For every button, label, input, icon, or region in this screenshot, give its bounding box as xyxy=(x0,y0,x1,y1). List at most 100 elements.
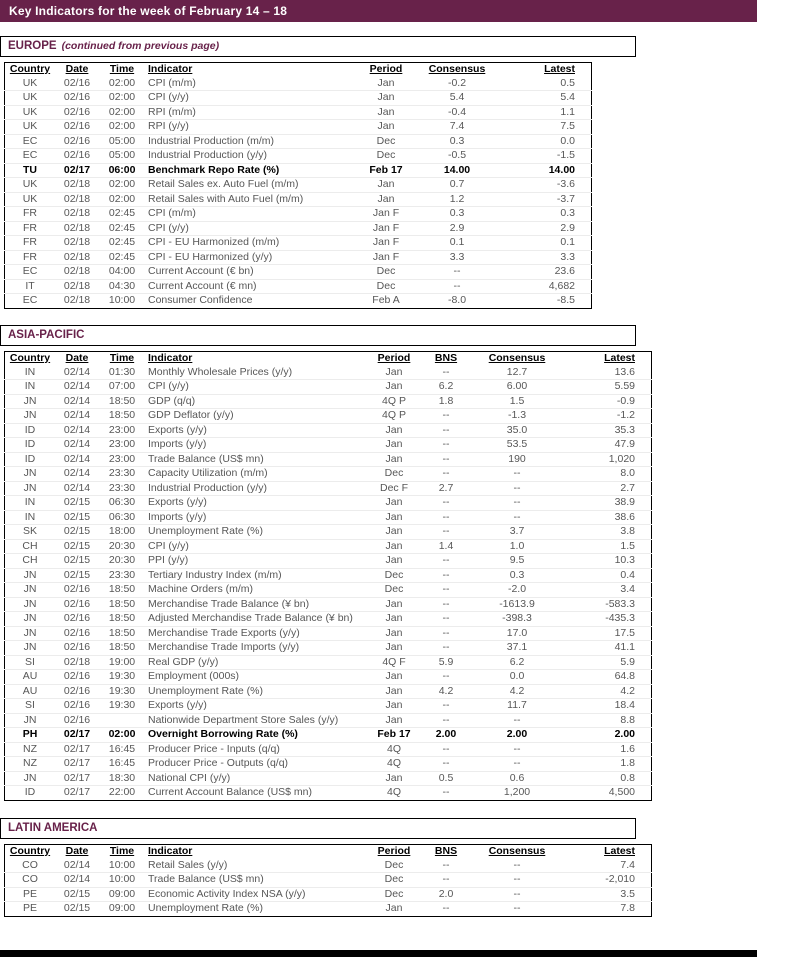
cell-country: IN xyxy=(4,379,55,395)
cell-period: Jan F xyxy=(360,206,412,222)
cell-consensus: -0.5 xyxy=(412,148,502,164)
cell-period: Jan F xyxy=(360,250,412,265)
cell-date: 02/16 xyxy=(55,698,99,714)
cell-time: 18:00 xyxy=(99,524,145,540)
cell-latest: 1.5 xyxy=(562,539,652,554)
cell-indicator: Industrial Production (y/y) xyxy=(145,481,368,496)
cell-consensus: 3.3 xyxy=(412,250,502,265)
cell-time: 19:00 xyxy=(99,655,145,670)
cell-time: 01:30 xyxy=(99,365,145,380)
cell-country: EC xyxy=(4,264,55,280)
cell-date: 02/14 xyxy=(55,452,99,467)
cell-indicator: Benchmark Repo Rate (%) xyxy=(145,163,360,178)
cell-indicator: Employment (000s) xyxy=(145,669,368,685)
cell-date: 02/18 xyxy=(55,279,99,294)
column-header-consensus: Consensus xyxy=(428,63,486,75)
column-header-country: Country xyxy=(9,63,51,75)
cell-indicator: Nationwide Department Store Sales (y/y) xyxy=(145,713,368,728)
cell-bns: 4.2 xyxy=(420,684,472,699)
cell-period: Jan xyxy=(368,553,420,569)
cell-indicator: CPI - EU Harmonized (m/m) xyxy=(145,235,360,251)
cell-bns: -- xyxy=(420,452,472,467)
cell-country: EC xyxy=(22,294,38,306)
cell-country: NZ xyxy=(4,742,55,757)
table-row: CH 02/15 20:30 CPI (y/y) Jan 1.4 1.0 1.5 xyxy=(4,539,652,554)
column-header-consensus: Consensus xyxy=(488,845,546,857)
cell-indicator: Imports (y/y) xyxy=(145,437,368,453)
cell-indicator: Retail Sales (y/y) xyxy=(145,858,368,873)
cell-indicator: Imports (y/y) xyxy=(145,510,368,525)
cell-date: 02/15 xyxy=(63,902,91,914)
column-header-country: Country xyxy=(9,352,51,364)
cell-indicator: Current Account (€ bn) xyxy=(145,264,360,280)
table-row: JN 02/16 18:50 Merchandise Trade Balance (¥… xyxy=(4,597,652,612)
cell-country: UK xyxy=(4,76,55,91)
table-row: UK 02/16 02:00 CPI (m/m) Jan -0.2 0.5 xyxy=(4,76,592,91)
cell-latest: 13.6 xyxy=(562,365,652,380)
cell-consensus: -- xyxy=(472,713,562,728)
cell-bns: 2.0 xyxy=(420,887,472,902)
cell-time: 02:00 xyxy=(99,192,145,207)
cell-indicator: Current Account Balance (US$ mn) xyxy=(148,786,312,798)
cell-time: 09:00 xyxy=(99,887,145,902)
cell-period: Dec xyxy=(360,264,412,280)
cell-consensus: -1.3 xyxy=(472,408,562,424)
cell-consensus: 6.2 xyxy=(472,655,562,670)
cell-indicator: CPI (m/m) xyxy=(145,76,360,91)
table-row: EC 02/16 05:00 Industrial Production (m/m) D… xyxy=(4,134,592,149)
cell-period: Jan xyxy=(368,611,420,627)
cell-latest: 38.6 xyxy=(562,510,652,525)
cell-time: 10:00 xyxy=(108,294,136,306)
cell-country: JN xyxy=(4,568,55,583)
table-row: ID 02/14 23:00 Imports (y/y) Jan -- 53.5 47.9 xyxy=(4,437,652,453)
cell-date: 02/15 xyxy=(55,539,99,554)
cell-period: Jan xyxy=(368,524,420,540)
cell-consensus: 0.3 xyxy=(412,206,502,222)
cell-consensus: 0.3 xyxy=(412,134,502,149)
cell-date: 02/18 xyxy=(55,221,99,236)
cell-bns: -- xyxy=(442,786,450,798)
column-header-indicator: Indicator xyxy=(148,63,193,75)
cell-bns: -- xyxy=(420,568,472,583)
table-row: JN 02/16 18:50 Merchandise Trade Exports (y… xyxy=(4,626,652,641)
cell-time: 02:45 xyxy=(99,235,145,251)
table-row: FR 02/18 02:45 CPI - EU Harmonized (y/y) Jan… xyxy=(4,250,592,265)
section-header-europe: EUROPE (continued from previous page) xyxy=(0,36,636,57)
cell-date: 02/14 xyxy=(55,437,99,453)
cell-time: 18:50 xyxy=(99,394,145,409)
cell-country: TU xyxy=(4,163,55,178)
cell-date: 02/16 xyxy=(55,134,99,149)
cell-period: Dec xyxy=(368,858,420,873)
column-header-time: Time xyxy=(109,845,135,857)
cell-country: JN xyxy=(4,611,55,627)
table-row: UK 02/16 02:00 RPI (y/y) Jan 7.4 7.5 xyxy=(4,119,592,135)
cell-time: 23:30 xyxy=(99,481,145,496)
cell-indicator: Exports (y/y) xyxy=(145,423,368,438)
cell-consensus: 0.3 xyxy=(472,568,562,583)
cell-latest: 1.6 xyxy=(562,742,652,757)
cell-latest: -1.2 xyxy=(562,408,652,424)
cell-latest: -0.9 xyxy=(562,394,652,409)
cell-indicator: Producer Price - Outputs (q/q) xyxy=(145,756,368,772)
column-header-time: Time xyxy=(109,63,135,75)
table-row: CH 02/15 20:30 PPI (y/y) Jan -- 9.5 10.3 xyxy=(4,553,652,569)
cell-latest: -2,010 xyxy=(562,872,652,888)
cell-time: 18:50 xyxy=(99,626,145,641)
cell-date: 02/15 xyxy=(55,524,99,540)
cell-time: 02:00 xyxy=(99,727,145,743)
cell-time: 18:50 xyxy=(99,640,145,656)
cell-period: Jan xyxy=(368,423,420,438)
cell-latest: 2.00 xyxy=(562,727,652,743)
cell-country: UK xyxy=(4,105,55,120)
cell-date: 02/15 xyxy=(55,553,99,569)
cell-period: Feb 17 xyxy=(360,163,412,178)
latin-america-table-container: Country Date Time Indicator Period BNS Consens… xyxy=(4,844,652,917)
cell-time: 02:00 xyxy=(99,76,145,91)
cell-bns: 6.2 xyxy=(420,379,472,395)
cell-indicator: GDP (q/q) xyxy=(145,394,368,409)
cell-date: 02/16 xyxy=(55,119,99,135)
indicators-table-latin-america: Country Date Time Indicator Period BNS Consens… xyxy=(4,844,652,917)
cell-latest: 1,020 xyxy=(562,452,652,467)
cell-latest: -3.6 xyxy=(502,177,592,193)
cell-country: JN xyxy=(4,626,55,641)
